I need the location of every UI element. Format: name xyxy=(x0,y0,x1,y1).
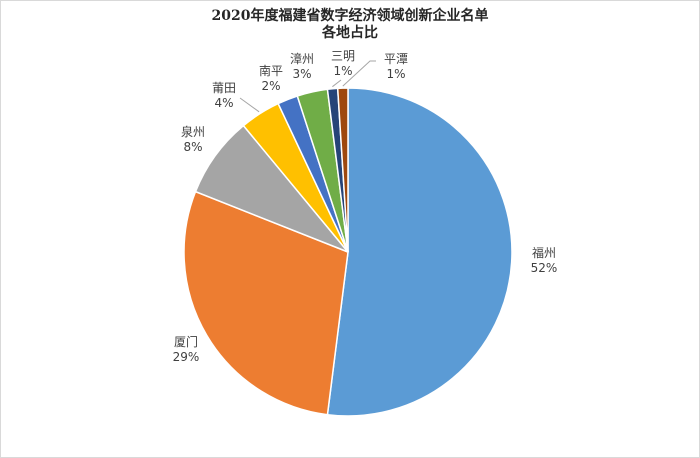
value-label-3: 8% xyxy=(183,140,202,154)
value-label-1: 52% xyxy=(531,261,558,275)
leader-line-4 xyxy=(239,97,260,113)
leader-line-7 xyxy=(332,79,342,88)
chart-subtitle: 各地占比 xyxy=(322,25,378,41)
pie-slices xyxy=(183,87,513,417)
value-label-6: 3% xyxy=(292,67,311,81)
chart-title-block: 2020年度福建省数字经济领域创新企业名单 各地占比 xyxy=(0,8,700,42)
category-label-2: 厦门 xyxy=(174,334,198,349)
pie-slice-1 xyxy=(326,87,513,417)
value-label-8: 1% xyxy=(386,67,405,81)
value-label-4: 4% xyxy=(214,96,233,110)
category-label-5: 南平 xyxy=(259,63,283,78)
category-label-4: 莆田 xyxy=(212,81,236,95)
category-label-6: 漳州 xyxy=(290,51,314,66)
leader-lines xyxy=(239,60,376,113)
pie-slice-2 xyxy=(183,190,349,416)
pie-slice-8 xyxy=(336,87,349,253)
category-label-1: 福州 xyxy=(532,245,556,260)
category-label-7: 三明 xyxy=(331,49,355,63)
category-label-8: 平潭 xyxy=(384,52,408,66)
value-label-5: 2% xyxy=(261,79,280,93)
value-label-2: 29% xyxy=(173,350,200,364)
chart-title: 2020年度福建省数字经济领域创新企业名单 xyxy=(211,8,489,24)
category-label-3: 泉州 xyxy=(181,125,205,139)
leader-line-8 xyxy=(342,60,376,87)
value-label-7: 1% xyxy=(333,64,352,78)
